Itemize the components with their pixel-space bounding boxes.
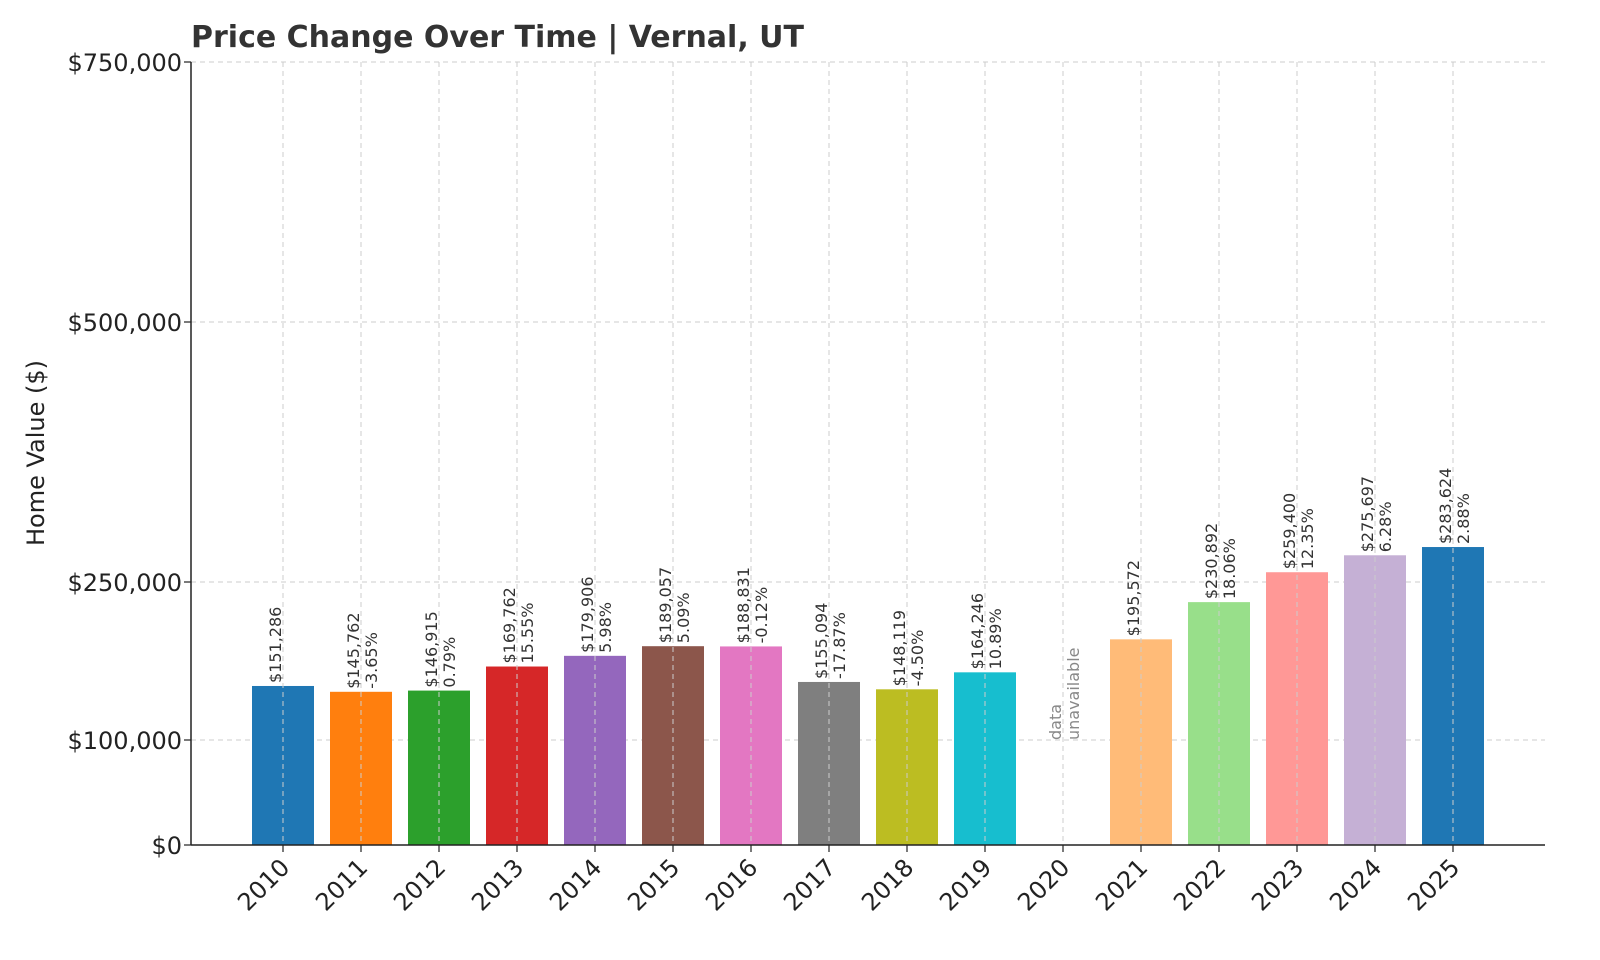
axes-layer <box>190 62 1545 846</box>
bar-value-label: $148,119 <box>890 610 909 686</box>
y-tick-label: $250,000 <box>67 569 182 597</box>
x-tick-label-2015: 2015 <box>622 853 685 916</box>
bar-2021 <box>1110 639 1172 845</box>
bars-layer <box>252 547 1484 845</box>
bar-value-label: $155,094 <box>812 603 831 679</box>
x-tick-label-2010: 2010 <box>232 853 295 916</box>
bar-value-label: $145,762 <box>344 612 363 688</box>
missing-data-label: data unavailable <box>1046 648 1083 741</box>
bar-value-label: $195,572 <box>1124 560 1143 636</box>
bar-pct-label: 15.55% <box>518 603 537 664</box>
bar-value-label: $188,831 <box>734 567 753 643</box>
bar-value-label: $169,762 <box>500 587 519 663</box>
bar-pct-label: -4.50% <box>908 630 927 687</box>
bar-pct-label: 2.88% <box>1454 493 1473 544</box>
bar-value-label: $151,286 <box>266 607 285 683</box>
bar-value-label: $259,400 <box>1280 493 1299 569</box>
x-tick-label-2018: 2018 <box>856 853 919 916</box>
x-tick-labels: 2010 2011 2012 2013 2014 2015 2016 2017 2018 2019… <box>232 845 1465 916</box>
missing-data-line-1: data <box>1046 704 1065 740</box>
bar-pct-label: -17.87% <box>830 612 849 679</box>
x-tick-label-2022: 2022 <box>1168 853 1231 916</box>
bar-label-group: $259,400 12.35% <box>1280 493 1317 569</box>
bar-pct-label: 5.09% <box>674 592 693 643</box>
y-tick-label: $100,000 <box>67 727 182 755</box>
y-tick-label: $750,000 <box>67 49 182 77</box>
bar-label-group: $179,906 5.98% <box>578 576 615 652</box>
bar-label-group: $275,697 6.28% <box>1358 476 1395 552</box>
bar-labels-layer: $151,286 $145,762 -3.65% $146,915 0.79% $169,… <box>266 62 1473 845</box>
bar-label-group: $148,119 -4.50% <box>890 610 927 686</box>
y-tick-labels: $0 $100,000 $250,000 $500,000 $750,000 <box>67 49 191 860</box>
bar-value-label: $275,697 <box>1358 476 1377 552</box>
bar-2017 <box>798 681 860 845</box>
bar-pct-label: 18.06% <box>1220 538 1239 599</box>
bar-value-label: $283,624 <box>1436 468 1455 544</box>
bar-value-label: $189,057 <box>656 567 675 643</box>
x-tick-label-2013: 2013 <box>466 853 529 916</box>
bar-label-group: $230,892 18.06% <box>1202 523 1239 599</box>
x-tick-label-2016: 2016 <box>700 853 763 916</box>
bar-pct-label: 12.35% <box>1298 508 1317 569</box>
x-tick-label-2023: 2023 <box>1246 853 1309 916</box>
bar-pct-label: 6.28% <box>1376 501 1395 552</box>
bar-label-group: $155,094 -17.87% <box>812 603 849 679</box>
x-tick-label-2017: 2017 <box>778 853 841 916</box>
x-tick-label-2011: 2011 <box>310 853 373 916</box>
bar-pct-label: -0.12% <box>752 587 771 644</box>
bar-label-group: $164,246 10.89% <box>968 593 1005 669</box>
x-tick-label-2020: 2020 <box>1012 853 1075 916</box>
x-tick-label-2025: 2025 <box>1402 853 1465 916</box>
chart-title: Price Change Over Time | Vernal, UT <box>191 20 805 55</box>
missing-data-line-2: unavailable <box>1064 648 1083 741</box>
bar-value-label: $146,915 <box>422 611 441 687</box>
x-tick-label-2012: 2012 <box>388 853 451 916</box>
bar-2023 <box>1266 572 1328 845</box>
y-tick-label: $0 <box>151 832 182 860</box>
bar-pct-label: 10.89% <box>986 608 1005 669</box>
bar-pct-label: -3.65% <box>362 632 381 689</box>
bar-label-group: $146,915 0.79% <box>422 611 459 687</box>
y-tick-label: $500,000 <box>67 309 182 337</box>
bar-pct-label: 0.79% <box>440 637 459 688</box>
bar-label-group: $151,286 <box>266 607 285 683</box>
bar-pct-label: 5.98% <box>596 602 615 653</box>
bar-value-label: $230,892 <box>1202 523 1221 599</box>
x-tick-label-2021: 2021 <box>1090 853 1153 916</box>
bar-label-group: $145,762 -3.65% <box>344 612 381 688</box>
x-tick-label-2024: 2024 <box>1324 853 1387 916</box>
x-tick-label-2014: 2014 <box>544 853 607 916</box>
bar-value-label: $164,246 <box>968 593 987 669</box>
x-tick-label-2019: 2019 <box>934 853 997 916</box>
bar-value-label: $179,906 <box>578 576 597 652</box>
grid-layer <box>191 61 1545 741</box>
bar-label-group: $195,572 <box>1124 560 1143 636</box>
bar-label-group: $169,762 15.55% <box>500 587 537 663</box>
y-axis-label: Home Value ($) <box>22 360 50 546</box>
bar-label-group: $188,831 -0.12% <box>734 567 771 643</box>
bar-label-group: $189,057 5.09% <box>656 567 693 643</box>
bar-label-group: $283,624 2.88% <box>1436 468 1473 544</box>
